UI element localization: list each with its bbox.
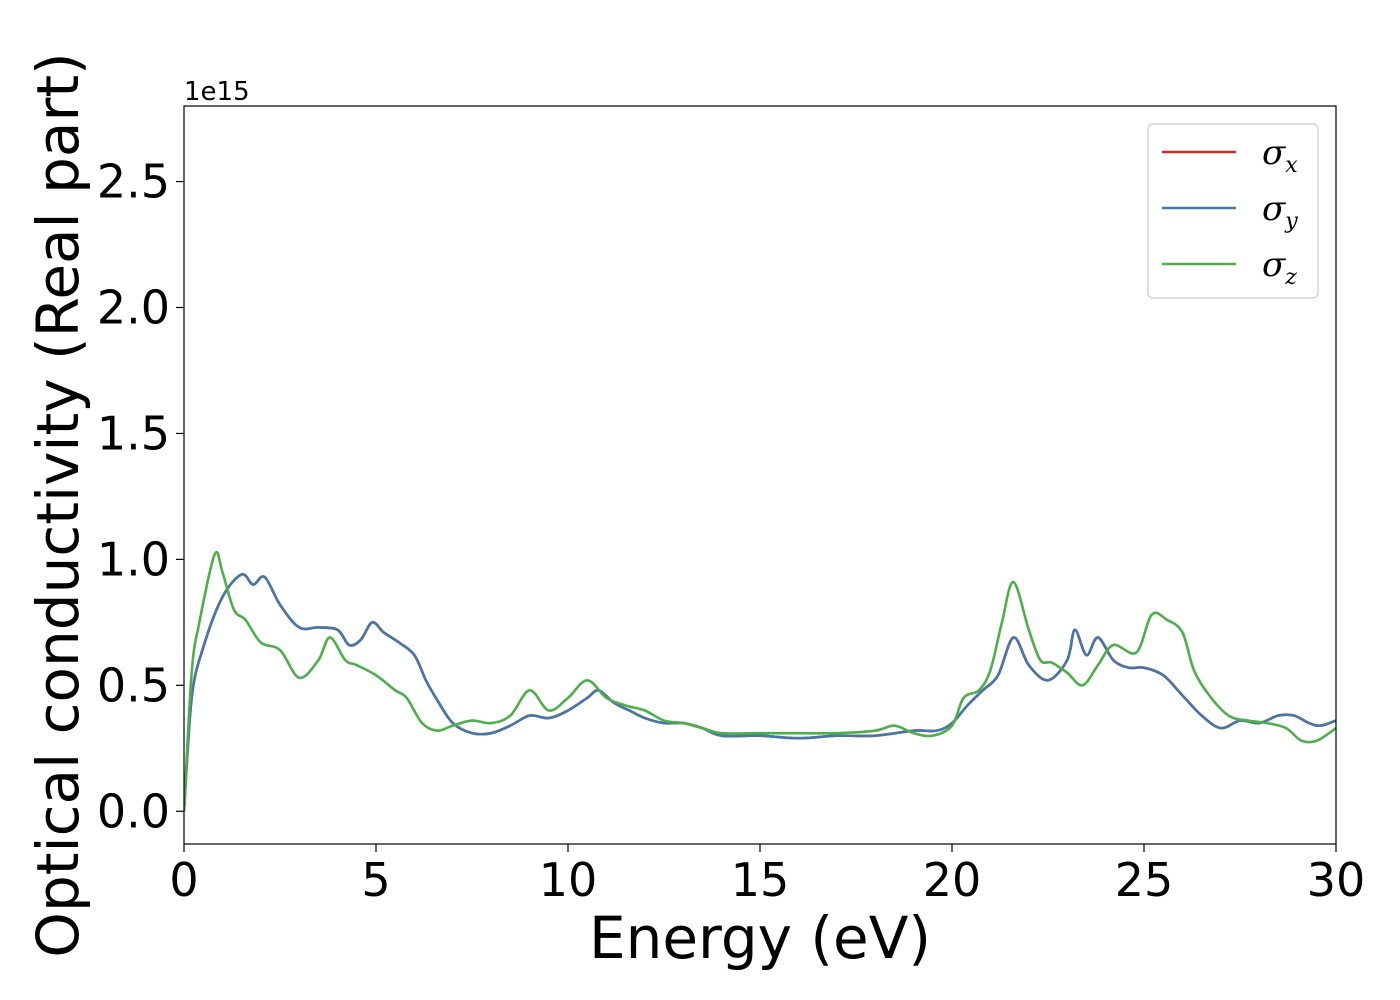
- x-tick-label: 10: [539, 853, 598, 907]
- series-line-z: [184, 550, 1336, 812]
- y-tick-label: 2.0: [97, 281, 170, 335]
- y-tick-label: 1.5: [97, 406, 170, 460]
- series-line-y: [184, 573, 1336, 812]
- x-tick-label: 30: [1307, 853, 1366, 907]
- y-axis-offset-text: 1e15: [184, 77, 250, 107]
- legend-label-x: σx: [1262, 133, 1298, 178]
- x-tick-label: 0: [169, 853, 198, 907]
- legend-subscript: x: [1285, 153, 1298, 178]
- y-tick-label: 1.0: [97, 532, 170, 586]
- x-tick-label: 20: [923, 853, 982, 907]
- legend-symbol: σ: [1262, 245, 1286, 285]
- legend-subscript: z: [1284, 265, 1297, 290]
- x-tick-label: 5: [361, 853, 390, 907]
- series-line-x: [184, 573, 1336, 812]
- y-tick-label: 0.5: [97, 658, 170, 712]
- legend-symbol: σ: [1262, 133, 1286, 173]
- legend-symbol: σ: [1262, 189, 1286, 229]
- x-axis: 0 5 10 15 20 25 30: [169, 844, 1365, 907]
- y-axis-title: Optical conductivity (Real part): [24, 52, 92, 957]
- series-layer: [184, 550, 1336, 812]
- y-tick-label: 2.5: [97, 155, 170, 209]
- legend-label-y: σy: [1262, 189, 1298, 234]
- x-tick-label: 25: [1115, 853, 1174, 907]
- x-tick-label: 15: [731, 853, 790, 907]
- x-axis-title: Energy (eV): [589, 904, 931, 972]
- y-axis: 0.0 0.5 1.0 1.5 2.0 2.5: [97, 155, 184, 838]
- legend-label-z: σz: [1262, 245, 1297, 290]
- y-tick-label: 0.0: [97, 784, 170, 838]
- legend-subscript: y: [1284, 209, 1298, 234]
- legend-box: [1147, 123, 1319, 299]
